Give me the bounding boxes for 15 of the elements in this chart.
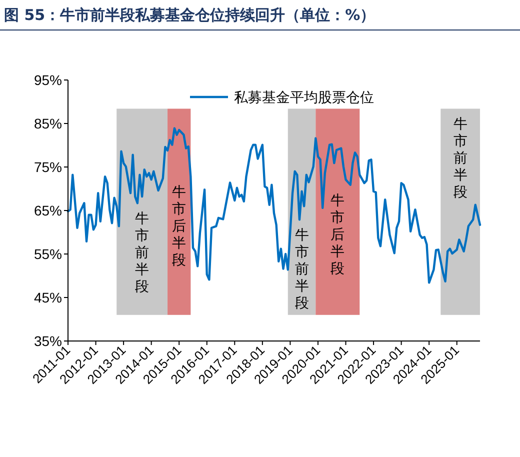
band-label: 牛市后半段 xyxy=(330,192,345,277)
band-label: 牛市前半段 xyxy=(453,116,468,201)
y-tick-label: 95% xyxy=(34,72,62,88)
y-tick-label: 65% xyxy=(34,202,62,218)
band-label: 牛市前半段 xyxy=(294,228,309,312)
legend-label: 私募基金平均股票仓位 xyxy=(234,90,374,106)
y-tick-label: 85% xyxy=(34,116,62,132)
y-tick-label: 45% xyxy=(34,290,62,306)
band-label: 牛市后半段 xyxy=(172,184,186,269)
band-label: 牛市前半段 xyxy=(135,211,150,296)
y-tick-label: 55% xyxy=(34,246,62,262)
legend: 私募基金平均股票仓位 xyxy=(190,90,374,106)
y-tick-label: 35% xyxy=(34,333,62,349)
chart-title: 图 55：牛市前半段私募基金仓位持续回升（单位：%） xyxy=(4,6,376,24)
y-tick-label: 75% xyxy=(34,159,62,175)
